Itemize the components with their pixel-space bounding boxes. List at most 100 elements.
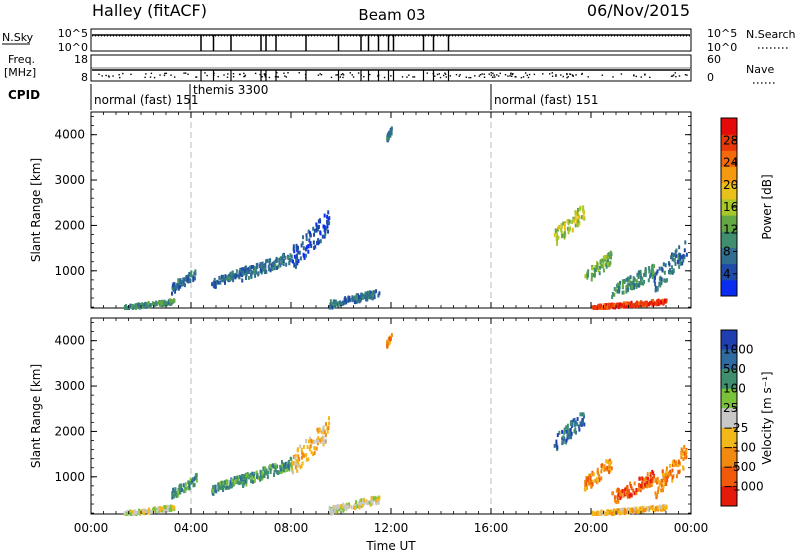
range-cell: [563, 222, 566, 227]
range-cell: [568, 433, 571, 438]
range-cell: [629, 508, 632, 513]
range-cell: [624, 508, 627, 513]
range-cell: [602, 259, 605, 264]
nave-point: [320, 74, 323, 76]
range-cell: [242, 481, 245, 486]
range-cell: [362, 498, 365, 503]
colorbar-tick-label: −500: [723, 460, 756, 474]
range-cell: [647, 278, 650, 283]
colorbar-segment: [721, 408, 737, 429]
nave-point: [263, 73, 266, 75]
range-cell: [288, 257, 291, 262]
range-cell: [224, 274, 227, 279]
range-cell: [317, 219, 320, 224]
range-cell: [340, 504, 343, 509]
range-cell: [605, 264, 608, 269]
range-cell: [326, 214, 329, 219]
colorbar-segment: [721, 447, 737, 468]
range-cell: [668, 268, 671, 273]
range-cell: [371, 292, 374, 297]
range-cell: [189, 477, 192, 482]
range-cell: [600, 463, 603, 468]
range-cell: [574, 223, 577, 228]
range-cell: [627, 507, 630, 512]
range-cell: [624, 487, 627, 492]
range-cell: [629, 484, 632, 489]
range-cell: [357, 294, 360, 299]
range-cell: [685, 252, 688, 257]
range-cell: [685, 455, 688, 460]
range-cell: [573, 429, 576, 434]
freq-tick-top: 18: [74, 53, 88, 66]
nave-point: [268, 76, 271, 79]
range-cell: [263, 466, 266, 471]
range-cell: [640, 300, 643, 305]
range-cell: [574, 210, 577, 215]
range-cell: [617, 285, 620, 290]
range-cell: [665, 469, 668, 474]
range-cell: [685, 449, 688, 454]
nave-point: [620, 73, 623, 75]
range-cell: [332, 510, 335, 515]
range-cell: [681, 261, 684, 266]
range-cell: [155, 302, 158, 307]
range-cell: [248, 269, 251, 274]
y-tick-label: 1000: [54, 264, 85, 278]
range-cell: [582, 205, 585, 210]
range-cell: [629, 481, 632, 486]
range-cell: [296, 463, 299, 468]
range-cell: [227, 274, 230, 279]
nave-point: [226, 76, 229, 78]
range-cell: [591, 479, 594, 484]
range-cell: [374, 496, 377, 501]
range-cell: [310, 244, 313, 249]
range-cell: [681, 465, 684, 470]
range-cell: [226, 480, 229, 485]
range-cell: [663, 270, 666, 275]
range-cell: [348, 502, 351, 507]
range-cell: [164, 300, 167, 305]
range-cell: [562, 435, 565, 440]
range-cell: [633, 491, 636, 496]
nave-point: [587, 76, 589, 78]
range-cell: [232, 278, 235, 283]
range-cell: [260, 268, 263, 273]
range-cell: [660, 279, 663, 284]
nave-point: [243, 75, 245, 78]
range-cell: [576, 207, 579, 212]
range-cell: [163, 301, 166, 306]
range-cell: [231, 478, 234, 483]
range-cell: [222, 487, 225, 492]
range-cell: [633, 481, 636, 486]
range-cell: [180, 282, 183, 287]
range-cell: [300, 243, 303, 248]
x-tick-label: 20:00: [574, 521, 609, 535]
range-cell: [579, 421, 582, 426]
range-cell: [628, 303, 631, 308]
range-cell: [650, 300, 653, 305]
range-cell: [604, 511, 607, 516]
nave-point: [479, 73, 482, 76]
range-cell: [285, 464, 288, 469]
range-cell: [386, 138, 389, 143]
range-cell: [316, 224, 319, 229]
range-cell: [342, 508, 345, 513]
range-cell: [327, 217, 330, 222]
range-cell: [161, 506, 164, 511]
range-cell: [333, 304, 336, 309]
range-cell: [323, 213, 326, 218]
range-cell: [231, 481, 234, 486]
nave-point: [159, 74, 161, 76]
nave-point: [678, 75, 681, 77]
nave-point: [635, 75, 637, 78]
range-cell: [655, 506, 658, 511]
y-tick-label: 4000: [54, 334, 85, 348]
range-cell: [371, 500, 374, 505]
range-cell: [613, 303, 616, 308]
range-cell: [215, 489, 218, 494]
range-cell: [338, 507, 341, 512]
range-cell: [335, 302, 338, 307]
range-cell: [675, 460, 678, 465]
range-cell: [294, 456, 297, 461]
range-cell: [658, 480, 661, 485]
